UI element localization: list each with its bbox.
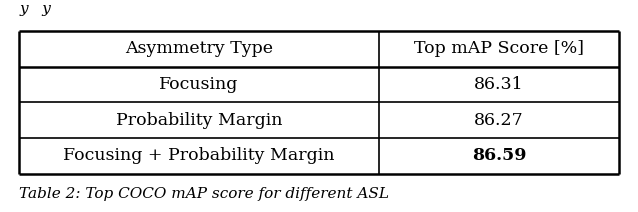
Text: y   y: y y	[19, 2, 51, 16]
Text: Focusing + Probability Margin: Focusing + Probability Margin	[63, 148, 335, 165]
Text: Focusing: Focusing	[160, 76, 239, 93]
Text: Probability Margin: Probability Margin	[116, 112, 282, 129]
Text: 86.31: 86.31	[474, 76, 524, 93]
Text: 86.59: 86.59	[471, 148, 526, 165]
Text: Table 2: Top COCO mAP score for different ASL: Table 2: Top COCO mAP score for differen…	[19, 187, 389, 201]
Text: Asymmetry Type: Asymmetry Type	[125, 40, 273, 57]
Text: Top mAP Score [%]: Top mAP Score [%]	[414, 40, 584, 57]
Text: 86.27: 86.27	[474, 112, 524, 129]
